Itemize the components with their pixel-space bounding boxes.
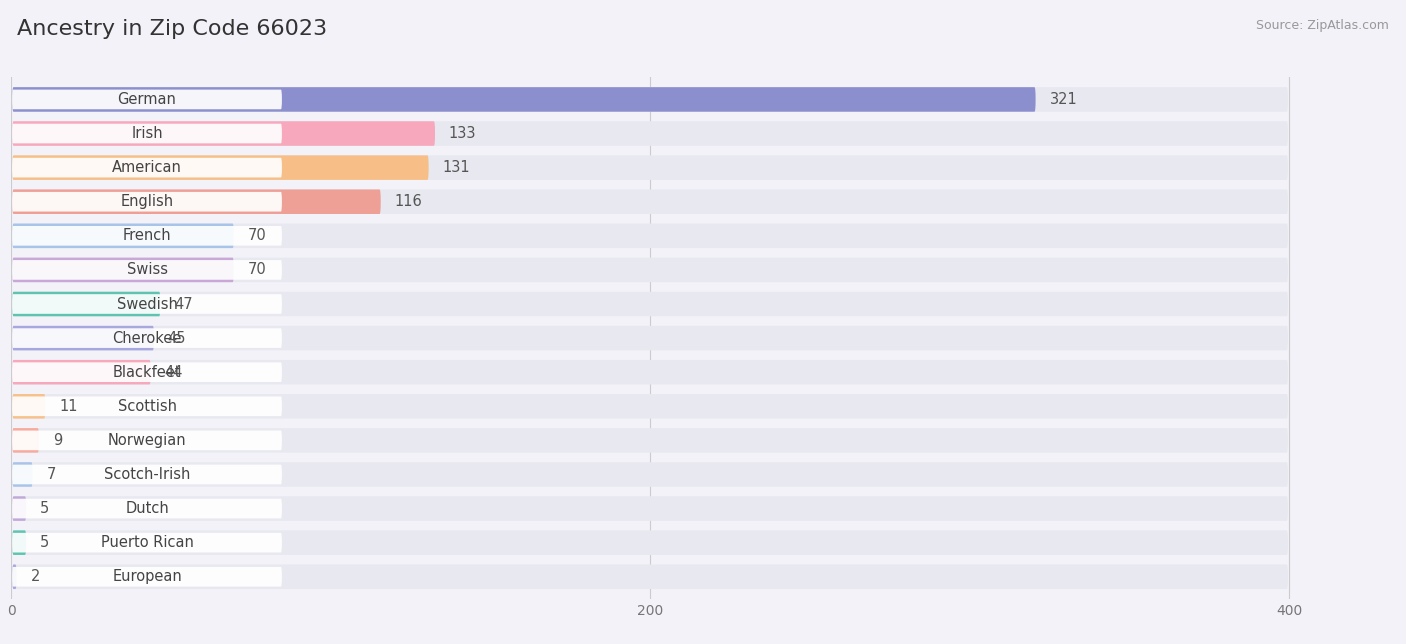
Text: 5: 5 <box>39 535 49 550</box>
FancyBboxPatch shape <box>13 360 1288 384</box>
Text: English: English <box>121 194 173 209</box>
Text: 47: 47 <box>174 296 193 312</box>
Text: Ancestry in Zip Code 66023: Ancestry in Zip Code 66023 <box>17 19 328 39</box>
FancyBboxPatch shape <box>13 258 1288 282</box>
FancyBboxPatch shape <box>13 328 281 348</box>
FancyBboxPatch shape <box>13 431 281 450</box>
FancyBboxPatch shape <box>13 428 1288 453</box>
Text: German: German <box>118 92 177 107</box>
FancyBboxPatch shape <box>13 121 434 146</box>
Text: European: European <box>112 569 181 584</box>
FancyBboxPatch shape <box>13 531 1288 555</box>
Text: Scotch-Irish: Scotch-Irish <box>104 467 190 482</box>
FancyBboxPatch shape <box>13 292 1288 316</box>
Text: 70: 70 <box>247 262 266 278</box>
Text: 5: 5 <box>39 501 49 516</box>
FancyBboxPatch shape <box>13 497 1288 521</box>
FancyBboxPatch shape <box>13 363 281 382</box>
Text: 11: 11 <box>59 399 77 414</box>
Text: Norwegian: Norwegian <box>108 433 187 448</box>
FancyBboxPatch shape <box>13 192 281 211</box>
FancyBboxPatch shape <box>13 394 1288 419</box>
FancyBboxPatch shape <box>13 155 429 180</box>
Text: 70: 70 <box>247 229 266 243</box>
Text: American: American <box>112 160 181 175</box>
FancyBboxPatch shape <box>13 531 27 555</box>
Text: 116: 116 <box>395 194 422 209</box>
FancyBboxPatch shape <box>13 294 281 314</box>
Text: Dutch: Dutch <box>125 501 169 516</box>
FancyBboxPatch shape <box>13 397 281 416</box>
FancyBboxPatch shape <box>13 567 281 587</box>
FancyBboxPatch shape <box>13 394 45 419</box>
Text: 133: 133 <box>449 126 477 141</box>
FancyBboxPatch shape <box>13 565 1288 589</box>
FancyBboxPatch shape <box>13 223 233 248</box>
Text: Swedish: Swedish <box>117 296 177 312</box>
FancyBboxPatch shape <box>13 124 281 144</box>
Text: 321: 321 <box>1049 92 1077 107</box>
Text: Source: ZipAtlas.com: Source: ZipAtlas.com <box>1256 19 1389 32</box>
Text: Blackfeet: Blackfeet <box>112 365 181 380</box>
FancyBboxPatch shape <box>13 87 1036 111</box>
Text: 2: 2 <box>31 569 39 584</box>
FancyBboxPatch shape <box>13 260 281 279</box>
Text: French: French <box>122 229 172 243</box>
FancyBboxPatch shape <box>13 360 150 384</box>
FancyBboxPatch shape <box>13 121 1288 146</box>
FancyBboxPatch shape <box>13 87 1288 111</box>
Text: 44: 44 <box>165 365 183 380</box>
Text: 9: 9 <box>53 433 62 448</box>
FancyBboxPatch shape <box>13 189 1288 214</box>
Text: 131: 131 <box>443 160 470 175</box>
Text: Puerto Rican: Puerto Rican <box>101 535 194 550</box>
Text: Swiss: Swiss <box>127 262 167 278</box>
Text: 7: 7 <box>46 467 56 482</box>
FancyBboxPatch shape <box>13 465 281 484</box>
FancyBboxPatch shape <box>13 428 39 453</box>
FancyBboxPatch shape <box>13 326 153 350</box>
FancyBboxPatch shape <box>13 462 1288 487</box>
FancyBboxPatch shape <box>13 326 1288 350</box>
Text: Cherokee: Cherokee <box>112 330 181 346</box>
Text: 45: 45 <box>167 330 186 346</box>
FancyBboxPatch shape <box>13 565 17 589</box>
Text: Irish: Irish <box>131 126 163 141</box>
FancyBboxPatch shape <box>13 155 1288 180</box>
FancyBboxPatch shape <box>13 292 160 316</box>
FancyBboxPatch shape <box>13 533 281 553</box>
FancyBboxPatch shape <box>13 189 381 214</box>
FancyBboxPatch shape <box>13 90 281 109</box>
FancyBboxPatch shape <box>13 258 233 282</box>
FancyBboxPatch shape <box>13 498 281 518</box>
FancyBboxPatch shape <box>13 462 32 487</box>
FancyBboxPatch shape <box>13 158 281 178</box>
Text: Scottish: Scottish <box>118 399 177 414</box>
FancyBboxPatch shape <box>13 223 1288 248</box>
FancyBboxPatch shape <box>13 497 27 521</box>
FancyBboxPatch shape <box>13 226 281 245</box>
